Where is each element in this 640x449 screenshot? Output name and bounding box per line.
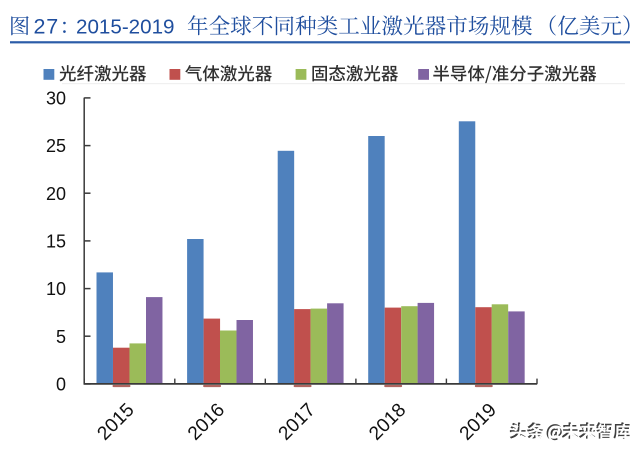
svg-text:2018: 2018 xyxy=(365,400,410,445)
svg-text:20: 20 xyxy=(46,184,66,204)
svg-text:5: 5 xyxy=(56,327,66,347)
svg-text:0: 0 xyxy=(56,375,66,395)
svg-text:2015: 2015 xyxy=(94,400,139,445)
svg-text:2016: 2016 xyxy=(184,400,229,445)
svg-text:2015-2019: 2015-2019 xyxy=(76,16,174,39)
svg-text:30: 30 xyxy=(46,89,66,109)
svg-text:10: 10 xyxy=(46,279,66,299)
svg-text:2017: 2017 xyxy=(275,400,320,445)
svg-text:2019: 2019 xyxy=(456,400,501,445)
svg-text:27: 27 xyxy=(34,15,60,39)
svg-text:25: 25 xyxy=(46,136,66,156)
svg-text:15: 15 xyxy=(46,232,66,252)
